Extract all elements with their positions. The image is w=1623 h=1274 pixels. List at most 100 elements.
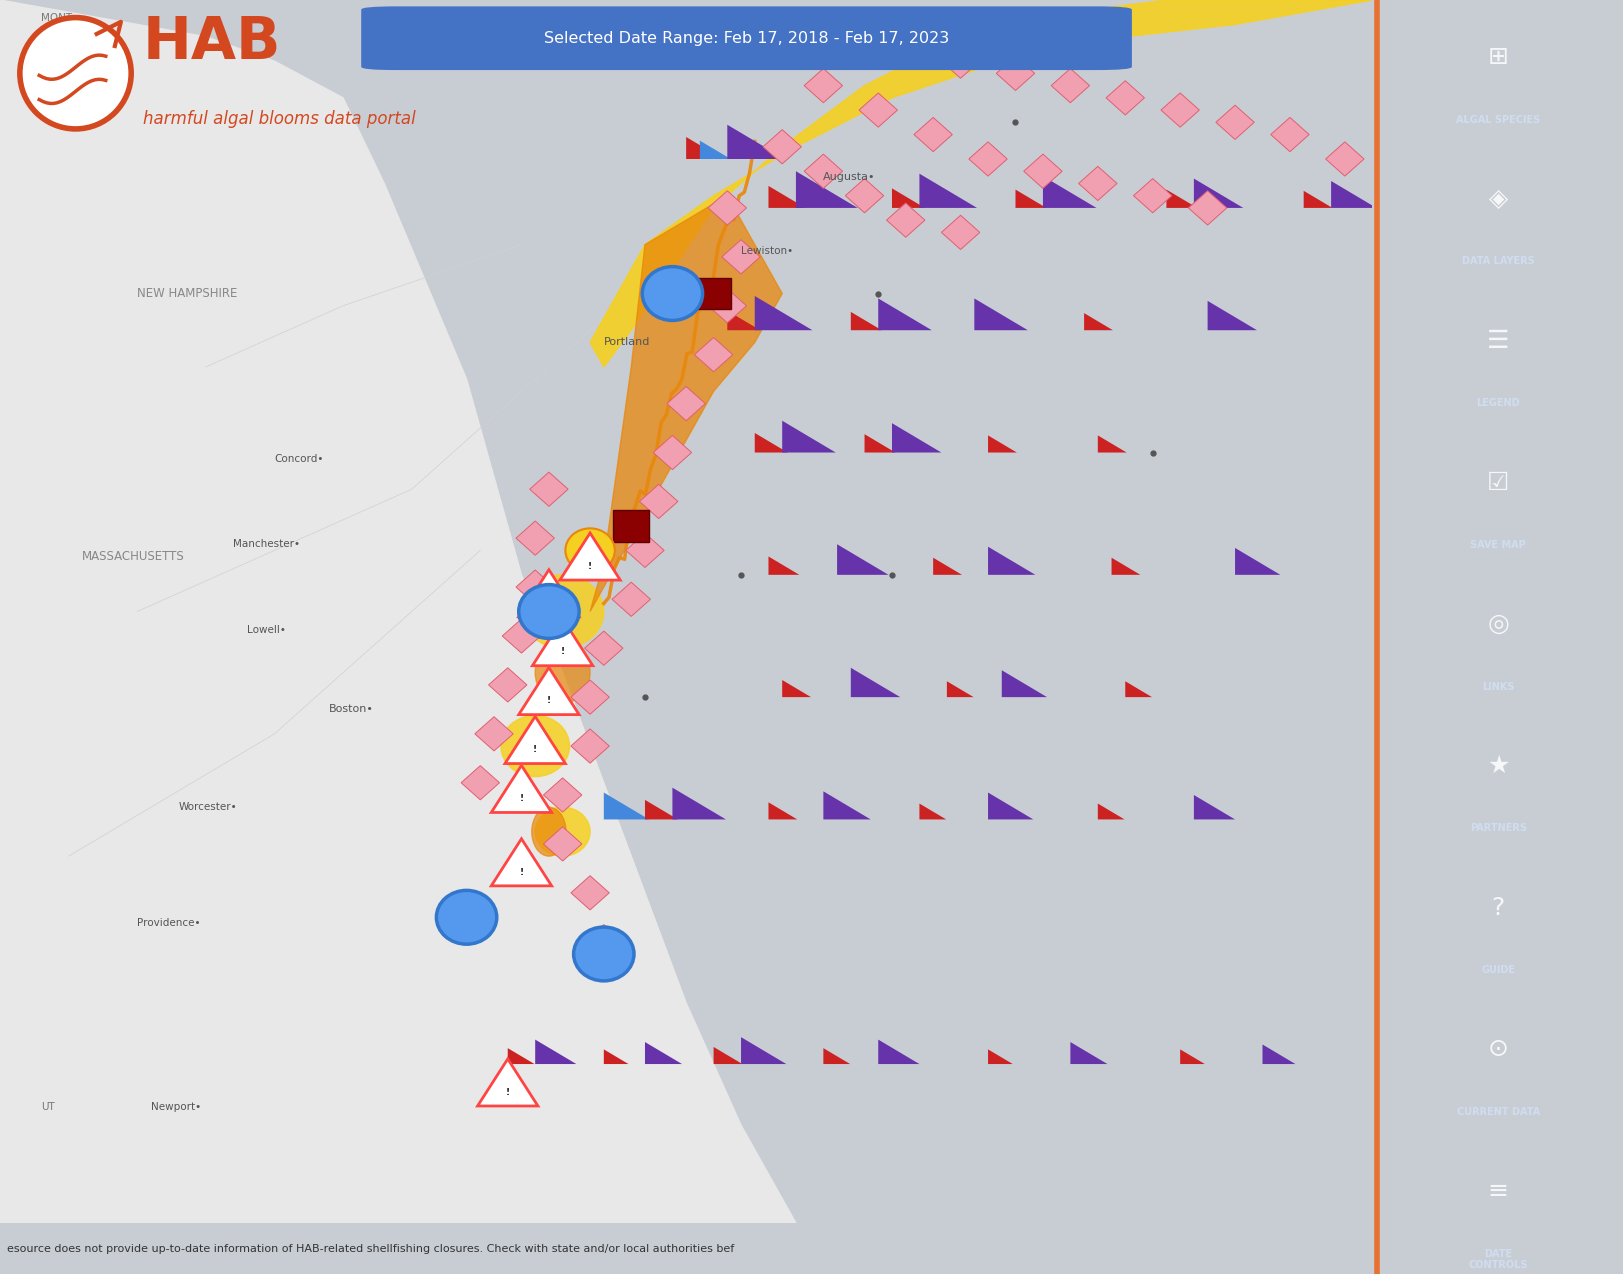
Polygon shape [695, 338, 732, 372]
Text: ALGAL SPECIES: ALGAL SPECIES [1456, 115, 1539, 125]
Polygon shape [1269, 117, 1308, 152]
Polygon shape [914, 117, 951, 152]
Text: LINKS: LINKS [1480, 682, 1514, 692]
Polygon shape [639, 484, 677, 519]
Polygon shape [604, 792, 649, 819]
Polygon shape [516, 569, 553, 604]
Polygon shape [1050, 69, 1089, 103]
Text: ?: ? [1490, 896, 1505, 920]
Polygon shape [859, 93, 898, 127]
Polygon shape [544, 778, 581, 812]
Polygon shape [672, 787, 725, 819]
Polygon shape [863, 434, 894, 452]
Circle shape [518, 585, 579, 638]
Polygon shape [1261, 1045, 1295, 1064]
Polygon shape [489, 668, 526, 702]
Polygon shape [946, 682, 974, 697]
Polygon shape [987, 792, 1032, 819]
Polygon shape [933, 558, 961, 575]
Polygon shape [987, 436, 1016, 452]
Polygon shape [919, 804, 946, 819]
Polygon shape [474, 717, 513, 750]
Text: Lowell•: Lowell• [247, 624, 286, 634]
Polygon shape [695, 278, 730, 310]
Polygon shape [560, 533, 620, 580]
Polygon shape [712, 1047, 742, 1064]
Ellipse shape [521, 575, 604, 648]
Text: Portland: Portland [604, 338, 649, 348]
Polygon shape [544, 827, 581, 861]
Polygon shape [644, 1042, 682, 1064]
Text: Providence•: Providence• [136, 919, 201, 929]
Polygon shape [1125, 682, 1151, 697]
Polygon shape [589, 196, 782, 612]
Polygon shape [612, 582, 651, 617]
Polygon shape [755, 433, 787, 452]
Polygon shape [1001, 670, 1047, 697]
Polygon shape [886, 32, 925, 66]
Text: ☰: ☰ [1487, 329, 1508, 353]
Polygon shape [1110, 558, 1139, 575]
Text: Augusta•: Augusta• [823, 172, 875, 182]
Polygon shape [782, 420, 836, 452]
Polygon shape [571, 875, 609, 910]
Polygon shape [536, 1040, 576, 1064]
Polygon shape [763, 130, 800, 164]
Polygon shape [768, 186, 805, 208]
Polygon shape [727, 311, 760, 330]
Text: !: ! [560, 647, 565, 656]
Text: MASSACHUSETTS: MASSACHUSETTS [83, 550, 185, 563]
Polygon shape [589, 0, 1371, 367]
Polygon shape [613, 510, 649, 541]
Polygon shape [878, 298, 932, 330]
Text: Selected Date Range: Feb 17, 2018 - Feb 17, 2023: Selected Date Range: Feb 17, 2018 - Feb … [544, 31, 948, 46]
Polygon shape [782, 680, 810, 697]
Polygon shape [1160, 93, 1199, 127]
Text: PARTNERS: PARTNERS [1469, 823, 1526, 833]
Text: !: ! [547, 599, 550, 608]
Ellipse shape [536, 642, 589, 703]
Text: NEW HAMPSHIRE: NEW HAMPSHIRE [136, 287, 237, 301]
Text: ⊞: ⊞ [1487, 46, 1508, 69]
Text: UT: UT [41, 1102, 55, 1112]
Polygon shape [492, 838, 552, 885]
Polygon shape [836, 544, 888, 575]
Polygon shape [516, 521, 553, 555]
Polygon shape [1188, 191, 1225, 225]
Polygon shape [1022, 154, 1061, 189]
Polygon shape [571, 729, 609, 763]
Polygon shape [803, 69, 842, 103]
Polygon shape [508, 1049, 534, 1064]
Polygon shape [492, 766, 552, 813]
Text: Worcester•: Worcester• [179, 803, 237, 813]
Polygon shape [891, 189, 925, 208]
Polygon shape [700, 140, 730, 159]
Polygon shape [708, 191, 747, 225]
Polygon shape [846, 178, 883, 213]
Text: Concord•: Concord• [274, 454, 323, 464]
Polygon shape [644, 800, 677, 819]
Text: DATE
CONTROLS: DATE CONTROLS [1467, 1249, 1527, 1270]
Text: SAVE MAP: SAVE MAP [1469, 540, 1526, 550]
Ellipse shape [536, 808, 589, 856]
Polygon shape [708, 289, 747, 322]
Polygon shape [518, 668, 579, 715]
Polygon shape [0, 0, 795, 1223]
Polygon shape [823, 791, 870, 819]
Polygon shape [919, 173, 977, 208]
Polygon shape [1084, 313, 1112, 330]
Polygon shape [584, 631, 623, 665]
Polygon shape [1097, 436, 1126, 452]
Text: ⊙: ⊙ [1487, 1037, 1508, 1061]
Circle shape [19, 18, 131, 129]
Polygon shape [721, 240, 760, 274]
Polygon shape [1303, 191, 1331, 208]
Polygon shape [969, 141, 1006, 176]
Polygon shape [505, 716, 565, 763]
Text: hub: hub [385, 14, 510, 71]
Text: !: ! [519, 868, 523, 877]
Text: CURRENT DATA: CURRENT DATA [1456, 1107, 1539, 1117]
Polygon shape [625, 534, 664, 567]
Text: Lewiston•: Lewiston• [740, 246, 792, 256]
Polygon shape [518, 569, 579, 617]
